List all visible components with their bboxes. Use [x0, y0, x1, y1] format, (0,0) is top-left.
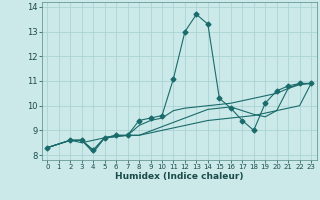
X-axis label: Humidex (Indice chaleur): Humidex (Indice chaleur) — [115, 172, 244, 181]
